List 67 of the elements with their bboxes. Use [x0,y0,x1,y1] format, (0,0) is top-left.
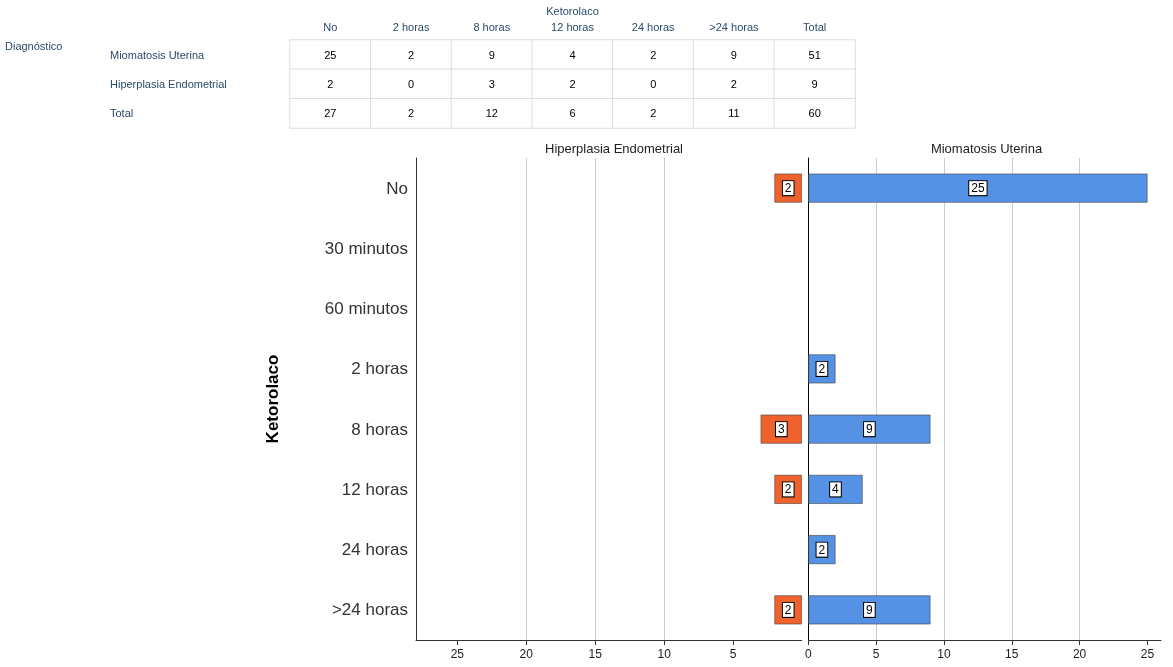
y-tick-label: 8 horas [351,419,408,439]
data-label: 27 [324,107,337,120]
data-label: 9 [811,78,818,90]
data-label: 9 [730,48,737,61]
data-label: 25 [324,48,337,61]
data-label: 2 [408,107,415,120]
data-label: 51 [808,48,821,61]
x-tick-label: >24 horas [709,20,760,33]
data-label: 2 [569,78,576,90]
data-label: 25 [971,181,985,196]
data-label: 3 [488,78,495,90]
y-axis-title: Ketorolaco [263,354,282,444]
data-label: 2 [650,48,657,61]
y-tick-label: 30 minutos [324,238,408,258]
x-tick-label: 8 horas [473,20,511,33]
bar [808,414,931,444]
y-tick-label: Total [110,107,134,120]
data-label: 12 [485,107,498,120]
bar [808,595,931,625]
y-tick-label: 2 horas [351,359,408,379]
chart-title: Miomatosis Uterina [930,141,1043,156]
y-tick-label: Hiperplasia Endometrial [110,78,227,90]
data-label: 2 [784,602,792,617]
x-tick-label: 20 [519,647,534,661]
x-tick-label: 25 [450,647,465,661]
data-label: 4 [832,482,840,497]
data-label: 2 [650,107,657,120]
y-axis-title: Diagnóstico [5,39,63,52]
data-label: 3 [777,422,785,437]
x-tick-label: 15 [588,647,603,661]
y-tick-label: Miomatosis Uterina [110,48,206,61]
x-axis-title: Ketorolaco [546,4,599,17]
x-tick-label: 15 [1005,647,1019,661]
x-tick-label: 10 [937,647,951,661]
y-tick-label: 12 horas [341,479,408,499]
data-label: 2 [408,48,415,61]
data-label: 2 [818,361,826,376]
data-label: 0 [650,78,657,90]
x-tick-label: 2 horas [392,20,430,33]
data-label: 9 [866,422,874,437]
y-tick-label: 24 horas [341,540,408,560]
data-label: 4 [569,48,576,61]
x-tick-label: 12 horas [551,20,595,33]
data-label: 0 [408,78,415,90]
data-label: 9 [866,602,874,617]
x-tick-label: 24 horas [631,20,676,33]
y-tick-label: 60 minutos [324,299,408,319]
data-label: 60 [808,107,821,120]
y-tick-label: >24 horas [331,600,408,620]
x-tick-label: 0 [804,647,812,661]
bar [808,173,1148,203]
data-label: 2 [818,542,826,557]
data-label: 9 [488,48,495,61]
data-label: 11 [728,107,740,120]
x-tick-label: 25 [1140,647,1155,661]
data-label: 2 [784,181,792,196]
x-tick-label: Total [803,20,827,33]
x-tick-label: 5 [872,647,880,661]
y-tick-label: No [386,178,408,198]
x-tick-label: 10 [657,647,672,661]
x-tick-label: 20 [1072,647,1087,661]
data-label: 6 [569,107,576,120]
chart-title: Hiperplasia Endometrial [544,141,684,156]
data-label: 2 [730,78,737,90]
data-label: 2 [784,482,792,497]
data-label: 2 [327,78,334,90]
x-tick-label: 5 [729,647,737,661]
